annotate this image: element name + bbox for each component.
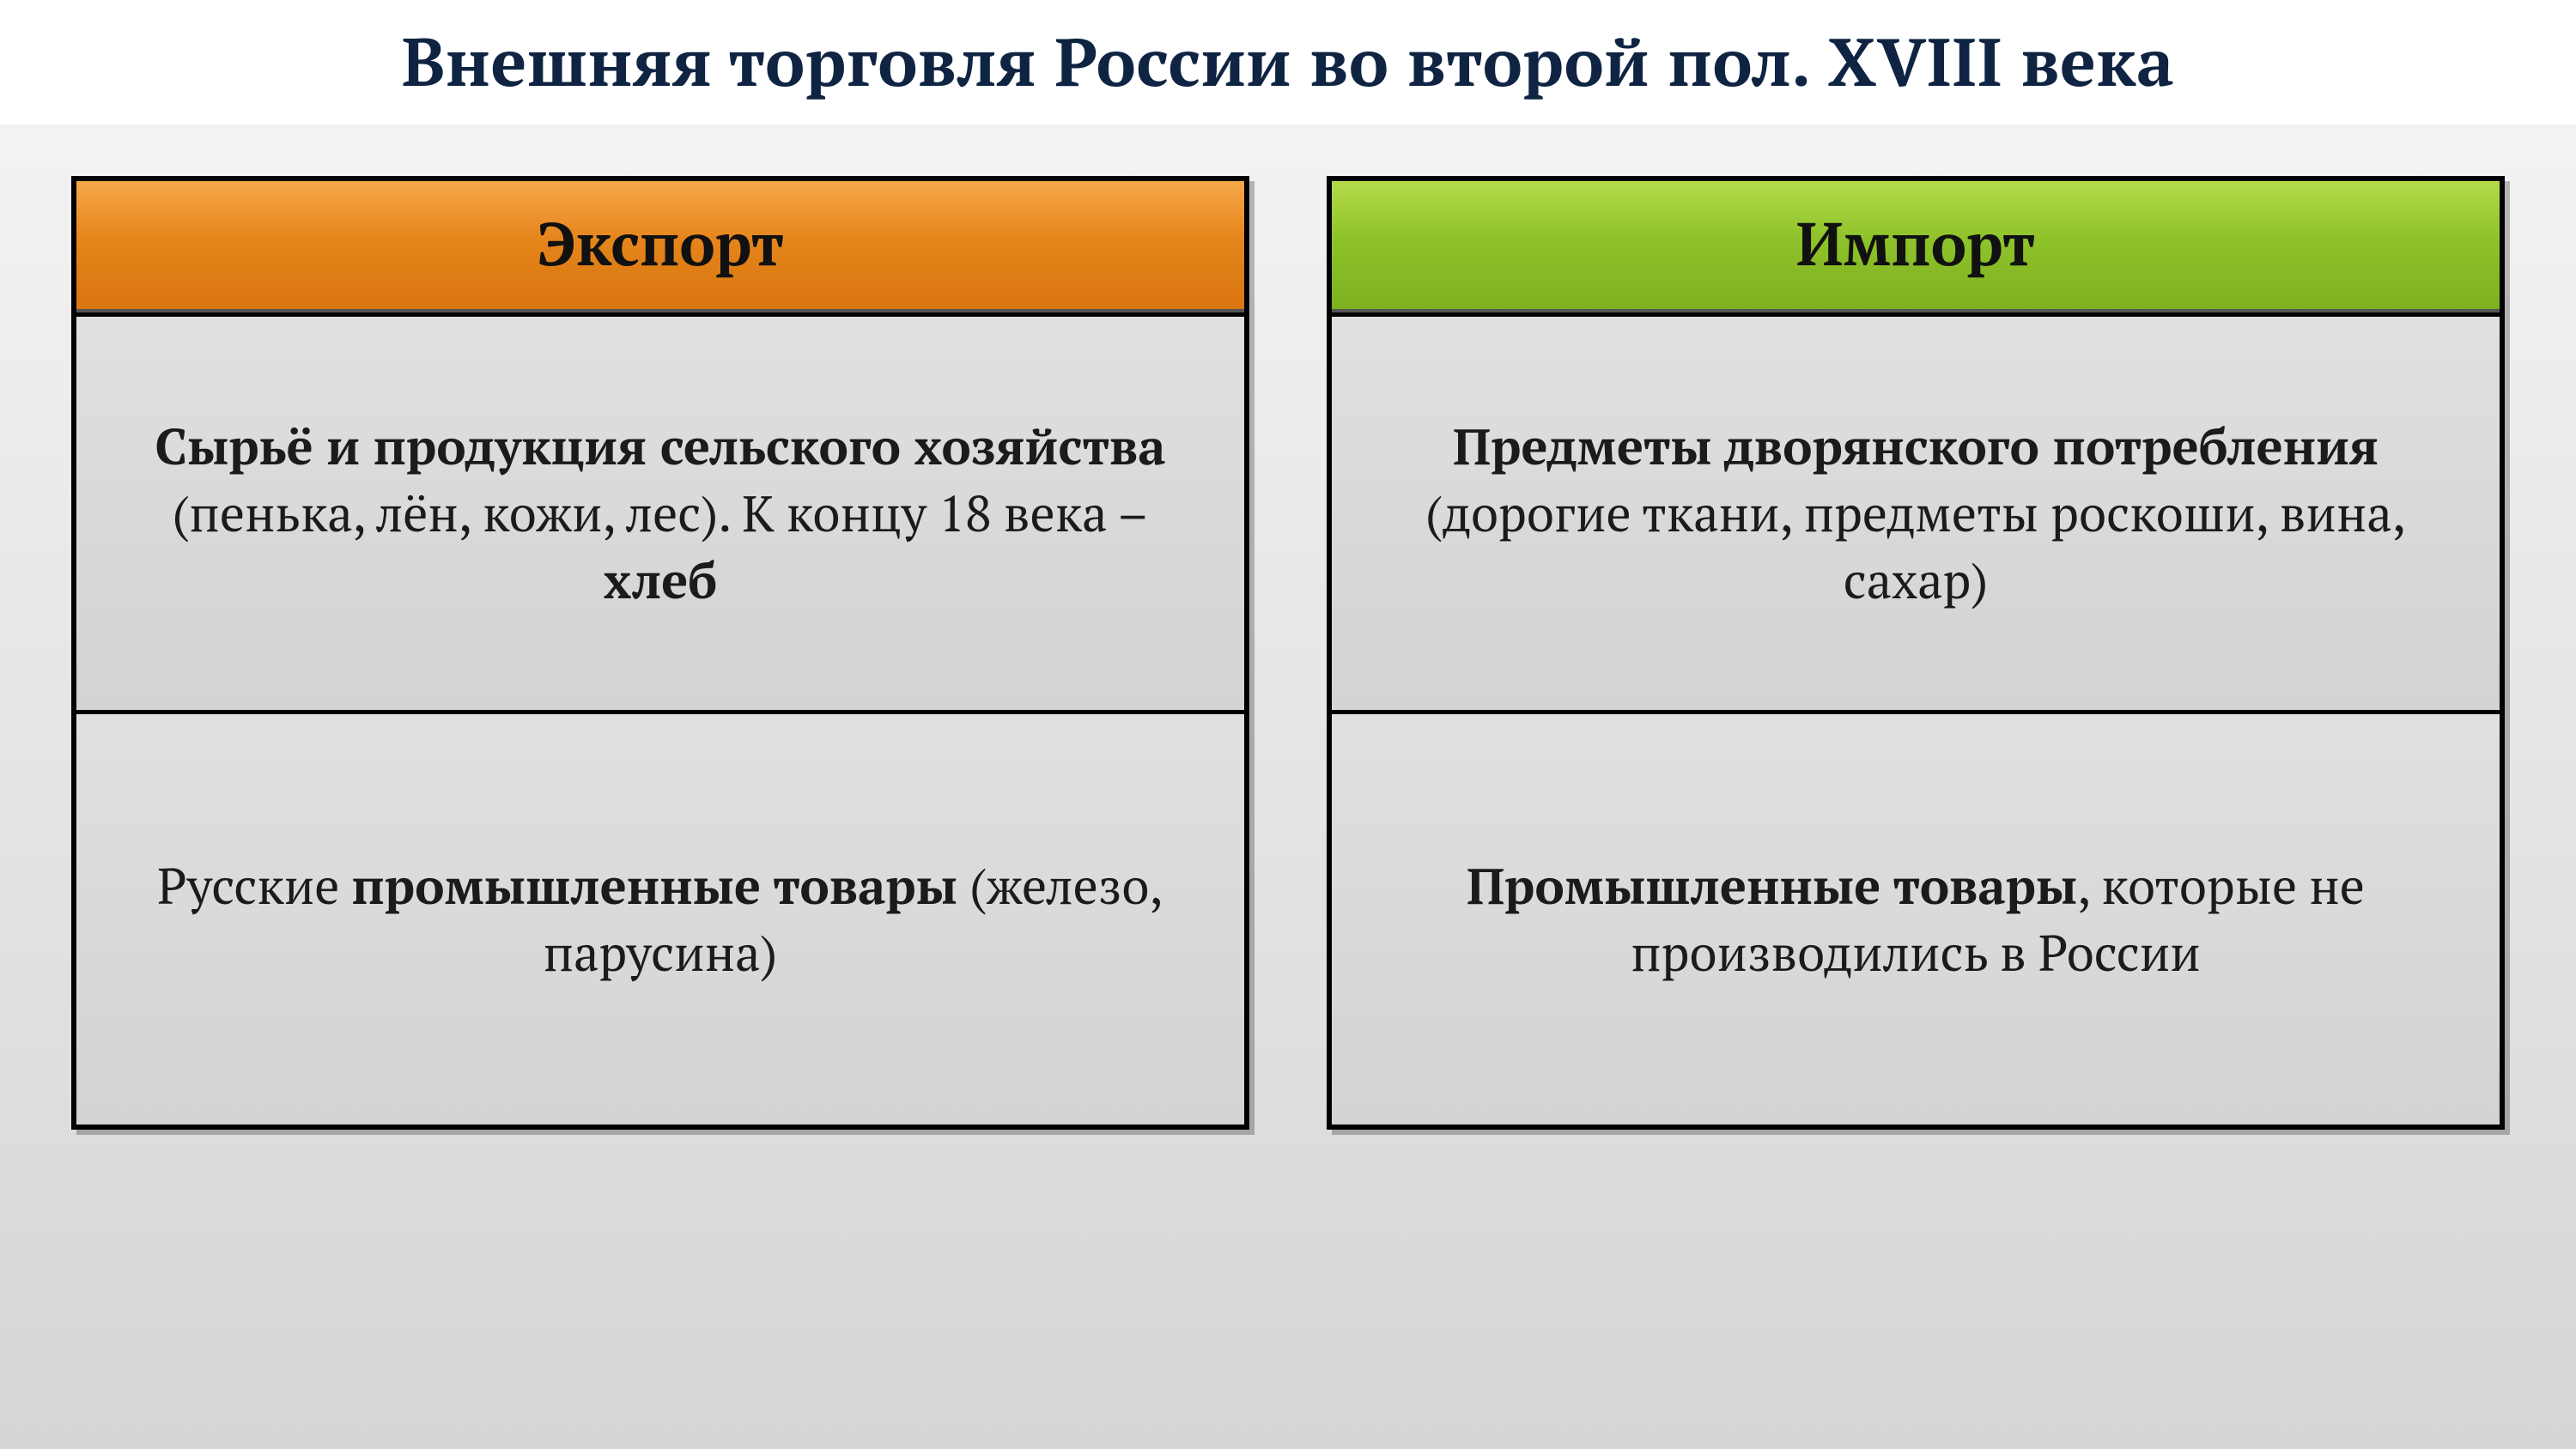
export-row-2: Русские промышленные товары (железо, пар… — [76, 710, 1244, 1125]
title-bar: Внешняя торговля России во второй пол. X… — [0, 0, 2576, 124]
import-header: Импорт — [1332, 181, 2500, 312]
columns-container: Экспорт Сырьё и продукция сельского хозя… — [0, 124, 2576, 1130]
import-panel: Импорт Предметы дворянского потребления … — [1327, 176, 2505, 1130]
page-title: Внешняя торговля России во второй пол. X… — [0, 17, 2576, 106]
export-header: Экспорт — [76, 181, 1244, 312]
import-row-1: Предметы дворянского потребления (дороги… — [1332, 312, 2500, 710]
export-row-1: Сырьё и продукция сельского хозяйства (п… — [76, 312, 1244, 710]
export-panel: Экспорт Сырьё и продукция сельского хозя… — [71, 176, 1249, 1130]
import-row-2: Промышленные товары, которые не производ… — [1332, 710, 2500, 1125]
